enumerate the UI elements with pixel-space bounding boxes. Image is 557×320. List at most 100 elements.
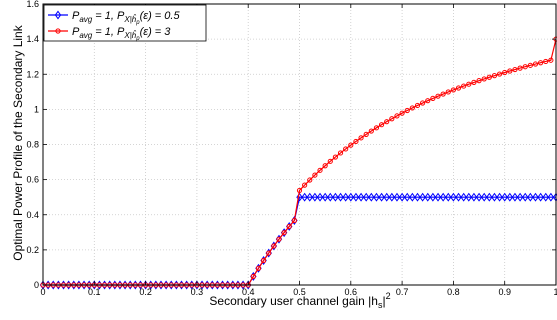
data-point [399,110,405,116]
data-point [547,192,555,202]
data-point [496,71,503,77]
data-point [327,158,333,164]
y-tick-label: 0 [34,280,39,290]
data-point [409,105,415,111]
data-point [439,192,447,202]
data-point [491,73,498,79]
data-point [548,57,554,63]
data-point [337,192,344,202]
data-point [255,265,262,271]
data-point [460,192,467,202]
x-tick-label: 0.7 [396,287,409,297]
y-tick-label: 0.4 [26,210,39,220]
data-point [481,76,487,82]
data-point [343,146,349,152]
data-point [388,192,396,202]
legend-marker [55,28,61,34]
legend-label: Pavg = 1, PX|ĥp(ε) = 3 [72,26,171,42]
data-point [527,62,533,68]
data-point [414,192,421,202]
data-point [347,192,355,202]
data-point [321,192,329,202]
data-point [286,223,292,230]
data-point [363,131,369,137]
data-point [522,64,528,70]
data-point [311,192,319,202]
data-point [384,119,390,125]
series-layer [39,36,557,290]
data-point [306,192,313,202]
data-point [250,273,256,280]
series-1 [39,192,557,290]
data-point [307,177,313,183]
data-point [511,192,519,202]
data-point [527,192,534,202]
y-tick-label: 0.8 [26,140,39,150]
data-point [455,192,462,202]
data-point [368,128,374,134]
data-point [332,154,339,160]
data-point [316,192,324,202]
data-point [409,192,416,202]
data-point [404,107,410,114]
data-point [440,91,446,97]
data-point [502,69,508,76]
data-point [470,192,478,202]
data-point [266,250,272,256]
data-point [445,192,452,202]
x-tick-label: 0.3 [191,287,204,297]
data-point [398,192,406,202]
data-point [532,192,539,202]
legend-label: Pavg = 1, PX|ĥp(ε) = 0.5 [72,10,180,26]
data-point [516,192,524,202]
data-point [348,142,354,148]
y-tick-label: 0.2 [26,245,39,255]
data-point [327,192,334,202]
y-tick-label: 1.6 [26,0,39,9]
data-point [378,122,385,128]
data-point [543,58,549,65]
legend-entry-2: Pavg = 1, PX|ĥp(ε) = 3 [48,26,171,42]
data-point [332,192,339,202]
x-tick-label: 0.5 [293,287,306,297]
data-point [302,182,308,188]
data-point [522,192,529,202]
data-point [424,192,431,202]
x-tick-label: 0 [40,287,45,297]
data-point [461,83,467,89]
data-point [512,66,518,73]
data-point [532,61,539,67]
data-point [362,192,370,202]
data-point [450,192,457,202]
data-point [466,81,472,87]
data-point [389,116,395,122]
data-point [425,98,431,104]
data-point [538,60,544,66]
data-point [434,192,442,202]
data-point [480,192,488,202]
data-point [296,187,303,194]
data-point [296,192,303,202]
data-point [517,65,523,71]
x-tick-label: 1 [553,287,557,297]
data-point [317,167,323,173]
x-tick-label: 0.4 [242,287,255,297]
data-point [429,192,437,202]
data-point [414,102,421,109]
data-point [501,192,508,202]
data-point [486,192,493,202]
data-point [378,192,385,202]
data-point [486,74,492,80]
data-point [373,192,380,202]
data-point [337,150,344,156]
legend-marker [54,10,62,20]
data-point [419,192,426,202]
grid-lines [43,4,556,285]
y-tick-label: 1.4 [26,34,39,44]
x-tick-label: 0.1 [88,287,101,297]
data-point [271,243,277,249]
data-point [445,89,451,95]
data-point [291,217,297,224]
